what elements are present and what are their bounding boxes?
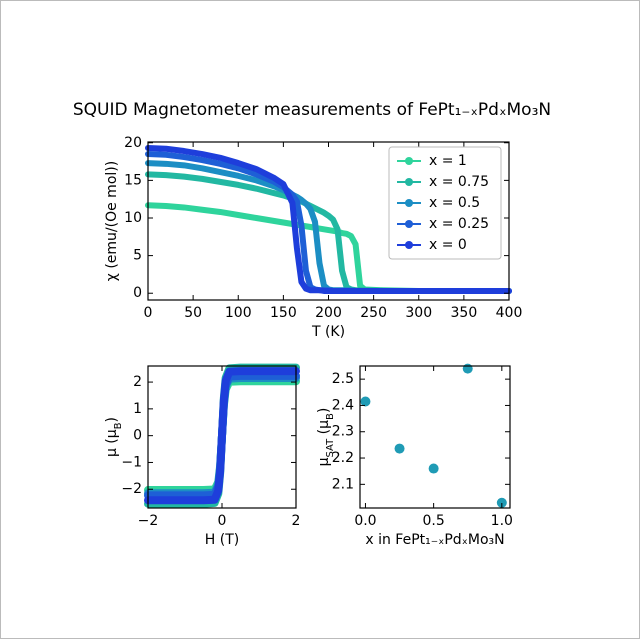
x-axis-label: T (K) (311, 324, 345, 340)
label-part: μ (μ (104, 429, 120, 457)
legend-marker (405, 220, 413, 228)
legend-label: x = 0.75 (429, 174, 489, 190)
axes-frame (359, 365, 511, 509)
y-axis-label: μSAT (μB) (316, 408, 336, 467)
x-tick-label: 50 (184, 305, 202, 321)
label-part: ) (316, 408, 332, 413)
legend-marker (405, 241, 413, 249)
subscript: B (113, 422, 124, 429)
legend-marker (405, 157, 413, 165)
x-axis-label: H (T) (205, 532, 239, 548)
x-tick-label: 350 (451, 305, 478, 321)
data-line (144, 367, 300, 505)
data-point (462, 363, 473, 374)
subscript: B (325, 413, 336, 420)
data-point (428, 463, 439, 474)
y-tick-label: 2.3 (332, 424, 354, 440)
plot-area (360, 366, 510, 508)
y-tick-label: 10 (124, 210, 142, 226)
x-axis-label: x in FePt₁₋ₓPdₓMo₃N (365, 532, 504, 548)
data-line (145, 145, 512, 294)
y-tick-label: 0 (133, 428, 142, 444)
y-tick-label: 2.1 (332, 476, 354, 492)
x-tick-label: 0 (144, 305, 153, 321)
y-axis-label: μ (μB) (104, 417, 124, 457)
label-part: ) (104, 417, 120, 422)
x-tick-label: 200 (315, 305, 342, 321)
y-axis-label: χ (emu/(Oe mol)) (104, 161, 120, 281)
y-tick-label: −2 (121, 481, 142, 497)
legend-box (388, 146, 502, 260)
x-tick-label: 1.0 (491, 513, 513, 529)
y-tick-label: 2.2 (332, 450, 354, 466)
x-tick-label: 400 (496, 305, 523, 321)
subscript: SAT (325, 438, 336, 458)
y-tick-label: 1 (133, 401, 142, 417)
label-part: μ (316, 457, 332, 466)
legend-label: x = 0.25 (429, 216, 489, 232)
x-tick-label: 250 (360, 305, 387, 321)
label-part: (μ (316, 420, 332, 439)
x-tick-label: 0.5 (423, 513, 445, 529)
y-tick-label: 5 (133, 248, 142, 264)
x-tick-label: −2 (138, 513, 159, 529)
x-tick-label: 300 (405, 305, 432, 321)
y-tick-label: 0 (133, 285, 142, 301)
figure-title: SQUID Magnetometer measurements of FePt₁… (73, 100, 551, 120)
legend-label: x = 1 (429, 153, 467, 169)
x-tick-label: 0.0 (354, 513, 376, 529)
y-tick-label: −1 (121, 454, 142, 470)
y-tick-label: 2.5 (332, 371, 354, 387)
x-tick-label: 0 (218, 513, 227, 529)
legend-marker (405, 178, 413, 186)
y-tick-label: 15 (124, 172, 142, 188)
data-point (496, 497, 507, 508)
data-point (360, 396, 371, 407)
x-tick-label: 100 (225, 305, 252, 321)
legend-label: x = 0.5 (429, 195, 480, 211)
legend-marker (405, 199, 413, 207)
x-tick-label: 2 (292, 513, 301, 529)
legend-label: x = 0 (429, 237, 467, 253)
data-point (394, 443, 405, 454)
y-tick-label: 2 (133, 374, 142, 390)
x-tick-label: 150 (270, 305, 297, 321)
y-tick-label: 2.4 (332, 397, 354, 413)
y-tick-label: 20 (124, 135, 142, 151)
